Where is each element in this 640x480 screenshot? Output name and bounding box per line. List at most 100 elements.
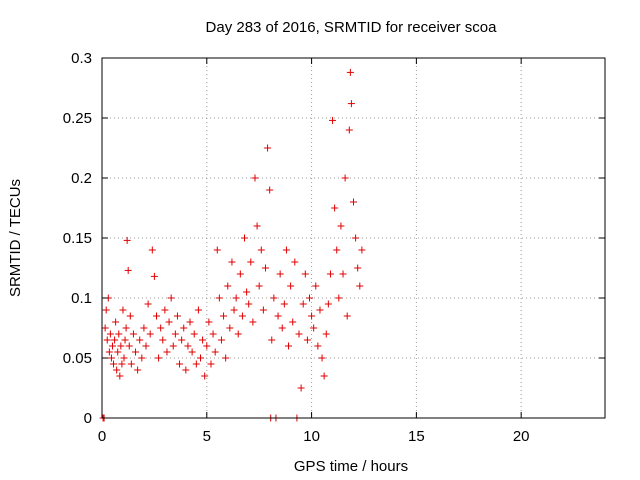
data-point [245,300,253,308]
data-point [220,312,228,320]
data-point [159,336,167,344]
data-point [354,264,362,272]
data-point [335,294,343,302]
data-point [243,288,251,296]
x-tick-label: 0 [98,428,106,445]
data-point [291,258,299,266]
data-point [199,336,207,344]
grid [102,58,605,418]
data-point [127,360,135,368]
data-point [184,342,192,350]
data-point [297,384,305,392]
data-point [249,318,257,326]
data-point [110,360,118,368]
data-point [120,354,128,362]
data-point [261,264,269,272]
data-point [236,270,244,278]
x-tick-label: 20 [513,428,530,445]
data-point [329,116,337,124]
data-point [103,336,111,344]
data-point [194,306,202,314]
y-tick-label: 0.3 [71,50,92,67]
data-point [205,318,213,326]
data-point [123,236,131,244]
data-point [148,246,156,254]
data-point [295,330,303,338]
data-point [241,234,249,242]
data-point [171,330,179,338]
data-point [305,294,313,302]
data-point [356,282,364,290]
data-point [308,312,316,320]
ticks: 0 5 10 15 20 0 0.05 0.1 0.15 0.2 0.25 0.3 [63,50,605,445]
data-point [358,246,366,254]
y-tick-label: 0.25 [63,110,92,127]
data-point [341,174,349,182]
data-point [289,318,297,326]
data-point [224,282,232,290]
x-tick-label: 5 [203,428,211,445]
data-point [213,246,221,254]
data-point [192,360,200,368]
data-point [274,312,282,320]
data-point [331,204,339,212]
data-point [136,336,144,344]
data-point [345,126,353,134]
data-point [201,372,209,380]
y-tick-label: 0 [84,410,92,427]
data-point [266,186,274,194]
data-point [112,318,120,326]
data-point [126,312,134,320]
data-point [203,342,211,350]
data-point [101,324,109,332]
data-point [190,330,198,338]
data-point [312,282,320,290]
data-point [144,300,152,308]
data-point [197,354,205,362]
data-points [99,68,366,422]
data-point [299,300,307,308]
data-point [140,324,148,332]
data-point [114,348,122,356]
data-point [228,258,236,266]
y-tick-label: 0.2 [71,170,92,187]
data-point [287,282,295,290]
data-point [186,318,194,326]
data-point [255,282,263,290]
data-point [222,354,230,362]
data-point [251,174,259,182]
data-point [352,234,360,242]
data-point [257,246,265,254]
data-point [270,294,278,302]
data-point [180,324,188,332]
y-tick-label: 0.1 [71,290,92,307]
data-point [138,354,146,362]
chart-title: Day 283 of 2016, SRMTID for receiver sco… [206,19,498,36]
data-point [113,366,121,374]
data-point [150,272,158,280]
data-point [161,306,169,314]
data-point [280,300,288,308]
y-axis-title: SRMTID / TECUs [7,179,24,297]
data-point [320,372,328,380]
x-tick-label: 15 [408,428,425,445]
data-point [106,330,114,338]
data-point [176,360,184,368]
data-point [339,270,347,278]
data-point [347,100,355,108]
data-point [238,312,246,320]
data-point [268,336,276,344]
data-point [314,342,322,350]
data-point [119,306,127,314]
data-point [173,312,181,320]
data-point [217,336,225,344]
y-tick-label: 0.15 [63,230,92,247]
data-point [178,336,186,344]
data-point [146,330,154,338]
data-point [326,270,334,278]
data-point [247,258,255,266]
data-point [118,360,126,368]
data-point [259,306,267,314]
data-point [316,306,324,314]
